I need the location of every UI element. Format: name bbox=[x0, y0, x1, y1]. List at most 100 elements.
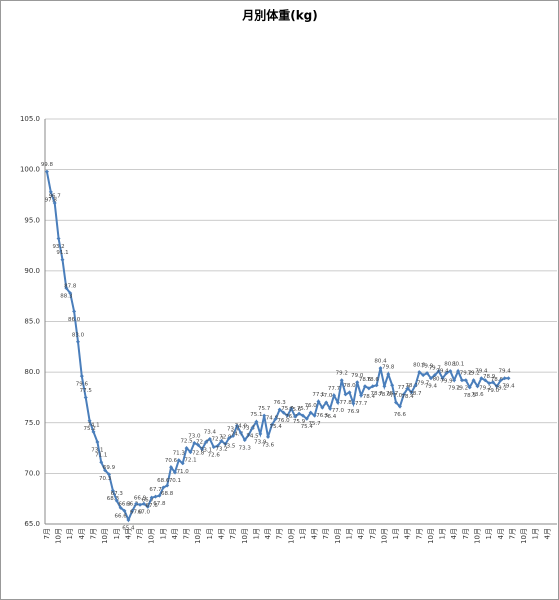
data-point bbox=[459, 378, 464, 383]
data-point bbox=[211, 445, 216, 450]
x-tick-label: 1月 bbox=[66, 528, 74, 539]
data-point bbox=[417, 370, 422, 375]
data-point bbox=[227, 435, 232, 440]
data-label: 74.1 bbox=[87, 422, 99, 428]
data-label: 70.3 bbox=[99, 476, 112, 482]
data-point bbox=[246, 432, 251, 437]
x-tick-label: 4月 bbox=[78, 528, 86, 539]
data-point bbox=[335, 400, 340, 405]
data-label: 91.1 bbox=[56, 250, 68, 256]
data-point bbox=[331, 393, 336, 398]
data-point bbox=[122, 508, 127, 513]
data-label: 93.2 bbox=[52, 244, 64, 250]
data-label: 78.6 bbox=[471, 392, 484, 398]
data-label: 79.9 bbox=[421, 364, 434, 370]
y-tick-label: 90.0 bbox=[24, 267, 40, 275]
x-tick-label: 10月 bbox=[380, 528, 388, 544]
data-label: 66.9 bbox=[134, 495, 147, 501]
data-label: 78.0 bbox=[343, 383, 356, 389]
data-point bbox=[409, 390, 414, 395]
x-tick-label: 1月 bbox=[113, 528, 121, 539]
data-label: 72.8 bbox=[192, 451, 205, 457]
data-label: 75.1 bbox=[250, 412, 262, 418]
data-point bbox=[359, 393, 364, 398]
data-label: 73.3 bbox=[239, 445, 252, 451]
data-point bbox=[79, 374, 84, 379]
data-point bbox=[475, 384, 480, 389]
x-tick-label: 10月 bbox=[520, 528, 528, 544]
data-point bbox=[269, 422, 274, 427]
data-label: 76.9 bbox=[347, 409, 360, 415]
data-label: 78.5 bbox=[464, 393, 477, 399]
data-label: 79.7 bbox=[429, 366, 442, 372]
data-label: 77.0 bbox=[332, 408, 345, 414]
x-tick-label: 4月 bbox=[450, 528, 458, 539]
y-tick-label: 100.0 bbox=[20, 166, 40, 174]
y-tick-label: 65.0 bbox=[24, 520, 40, 528]
data-label: 78.6 bbox=[378, 392, 391, 398]
data-point bbox=[60, 257, 65, 262]
data-point bbox=[471, 378, 476, 383]
data-label: 74.8 bbox=[266, 415, 279, 421]
data-label: 72.5 bbox=[180, 439, 193, 445]
x-tick-label: 7月 bbox=[508, 528, 516, 539]
data-label: 80.1 bbox=[452, 362, 464, 368]
data-label: 75.7 bbox=[258, 406, 271, 412]
data-label: 79.4 bbox=[502, 384, 515, 390]
data-point bbox=[502, 376, 507, 381]
data-label: 74.7 bbox=[231, 431, 244, 437]
data-label: 77.7 bbox=[355, 401, 368, 407]
data-label: 80.1 bbox=[444, 362, 456, 368]
data-point bbox=[145, 504, 150, 509]
data-point bbox=[207, 436, 212, 441]
data-point bbox=[440, 376, 445, 381]
data-label: 73.1 bbox=[200, 447, 212, 453]
data-label: 79.4 bbox=[475, 369, 488, 375]
data-label: 78.9 bbox=[483, 374, 496, 380]
data-label: 79.2 bbox=[467, 371, 479, 377]
x-tick-label: 1月 bbox=[345, 528, 353, 539]
data-point bbox=[324, 400, 329, 405]
data-point bbox=[421, 373, 426, 378]
data-point bbox=[436, 369, 441, 374]
data-point bbox=[316, 399, 321, 404]
x-tick-label: 7月 bbox=[276, 528, 284, 539]
x-tick-label: 10月 bbox=[148, 528, 156, 544]
data-point bbox=[374, 383, 379, 388]
x-tick-label: 1月 bbox=[159, 528, 167, 539]
data-point bbox=[463, 378, 468, 383]
x-tick-label: 10月 bbox=[241, 528, 249, 544]
data-point bbox=[401, 392, 406, 397]
data-label: 65.4 bbox=[122, 525, 135, 531]
data-label: 73.8 bbox=[243, 425, 256, 431]
data-point bbox=[370, 384, 375, 389]
data-label: 79.2 bbox=[336, 371, 348, 377]
data-point bbox=[48, 189, 53, 194]
data-label: 73.6 bbox=[262, 442, 275, 448]
data-label: 79.2 bbox=[448, 386, 460, 392]
data-point bbox=[184, 446, 189, 451]
data-point bbox=[487, 381, 492, 386]
x-tick-label: 1月 bbox=[252, 528, 260, 539]
data-label: 69.9 bbox=[103, 465, 116, 471]
data-label: 77.7 bbox=[328, 386, 341, 392]
data-label: 73.7 bbox=[227, 426, 240, 432]
data-label: 77.0 bbox=[390, 393, 403, 399]
data-label: 79.2 bbox=[495, 386, 507, 392]
data-label: 78.7 bbox=[371, 391, 384, 397]
data-point bbox=[149, 495, 154, 500]
data-point bbox=[397, 404, 402, 409]
data-point bbox=[87, 418, 92, 423]
data-point bbox=[126, 517, 131, 522]
data-label: 74.0 bbox=[235, 423, 248, 429]
data-point bbox=[277, 407, 282, 412]
data-point bbox=[281, 410, 286, 415]
x-tick-label: 10月 bbox=[427, 528, 435, 544]
data-point bbox=[238, 430, 243, 435]
data-point bbox=[425, 371, 430, 376]
data-label: 80.1 bbox=[433, 377, 445, 383]
data-label: 66.3 bbox=[118, 501, 131, 507]
data-point bbox=[363, 384, 367, 389]
data-point bbox=[107, 472, 111, 477]
data-label: 79.6 bbox=[76, 382, 89, 388]
